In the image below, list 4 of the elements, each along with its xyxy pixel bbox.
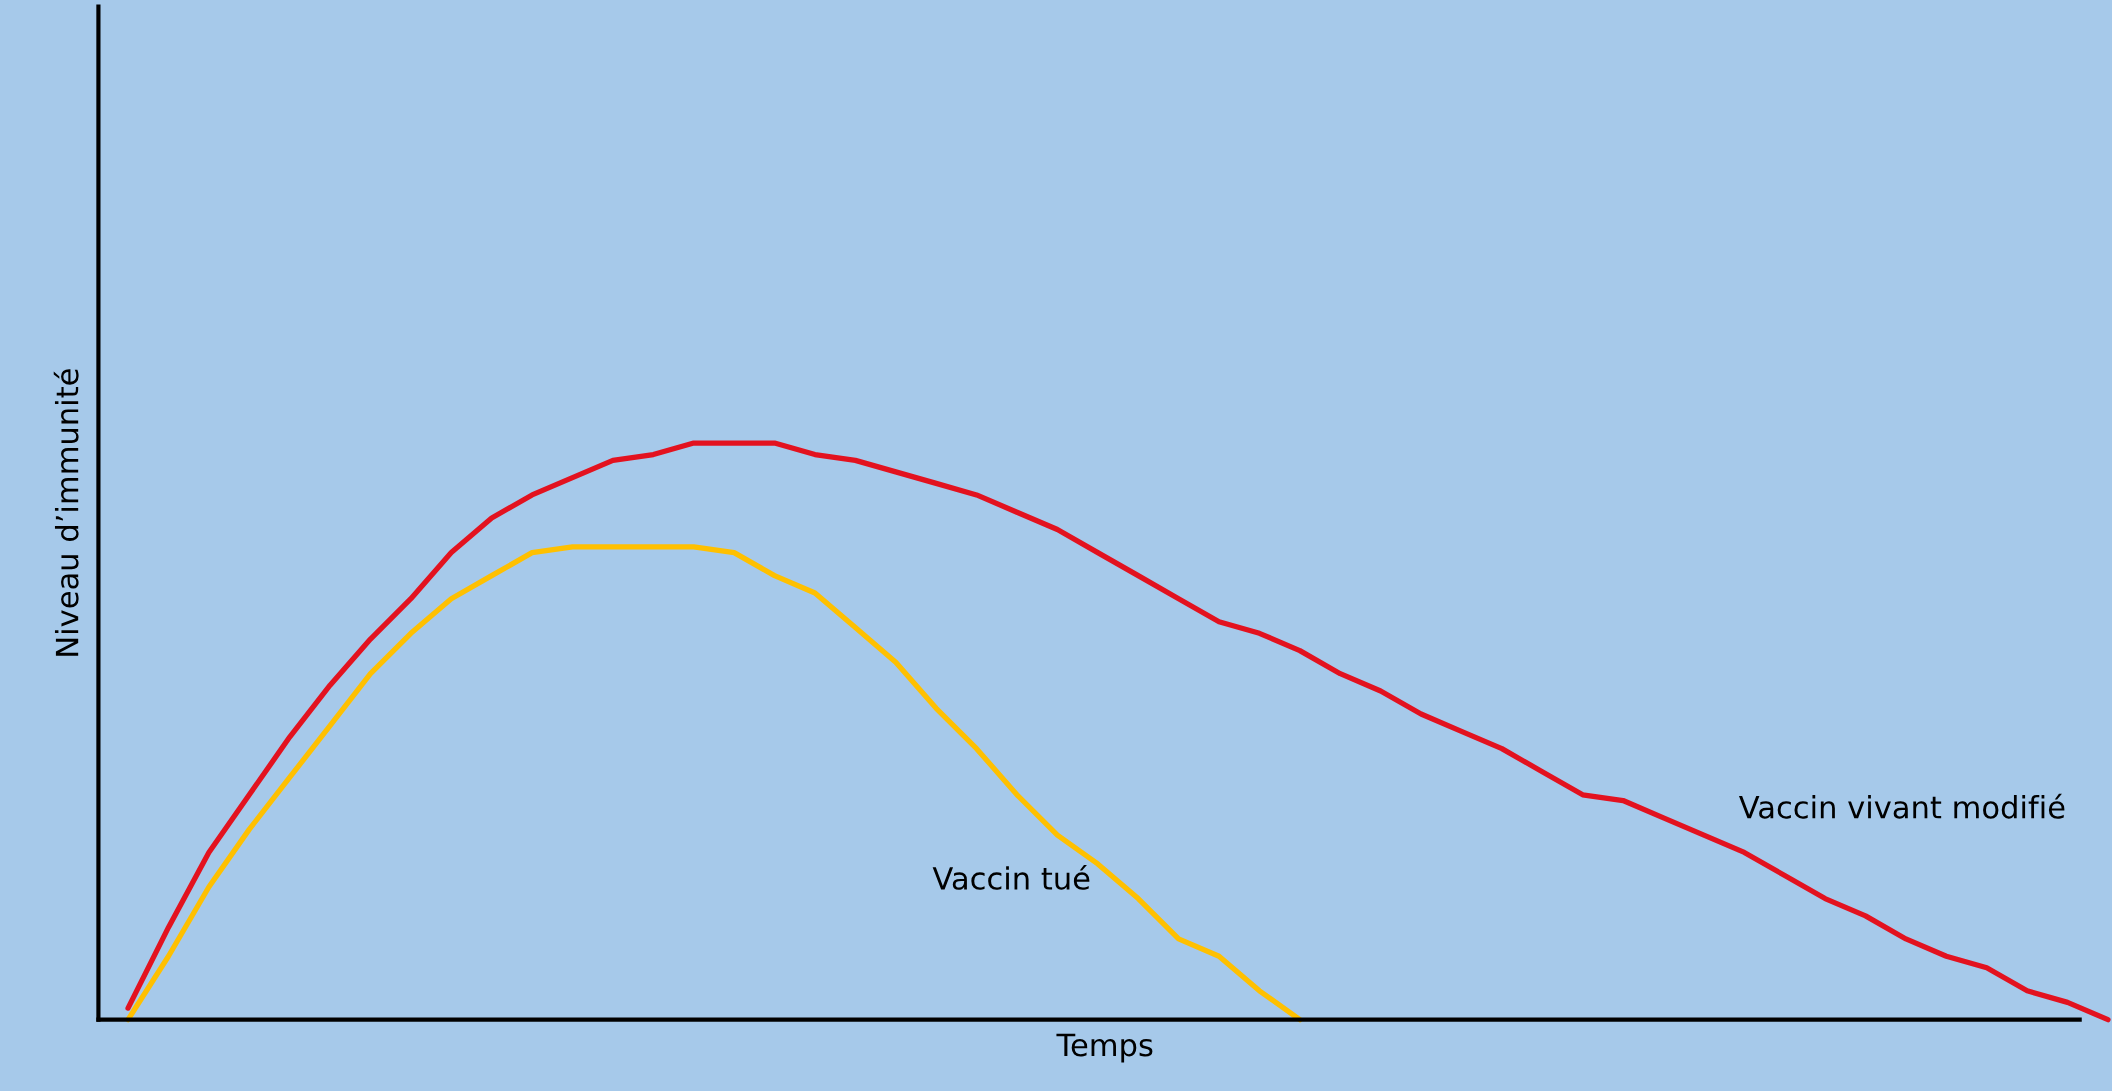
series-label: Vaccin vivant modifié — [1738, 793, 2065, 819]
y-axis-title: Niveau d’immunité — [53, 369, 79, 656]
x-axis-title: Temps — [1056, 1033, 1153, 1063]
series-label: Vaccin tué — [932, 864, 1090, 890]
